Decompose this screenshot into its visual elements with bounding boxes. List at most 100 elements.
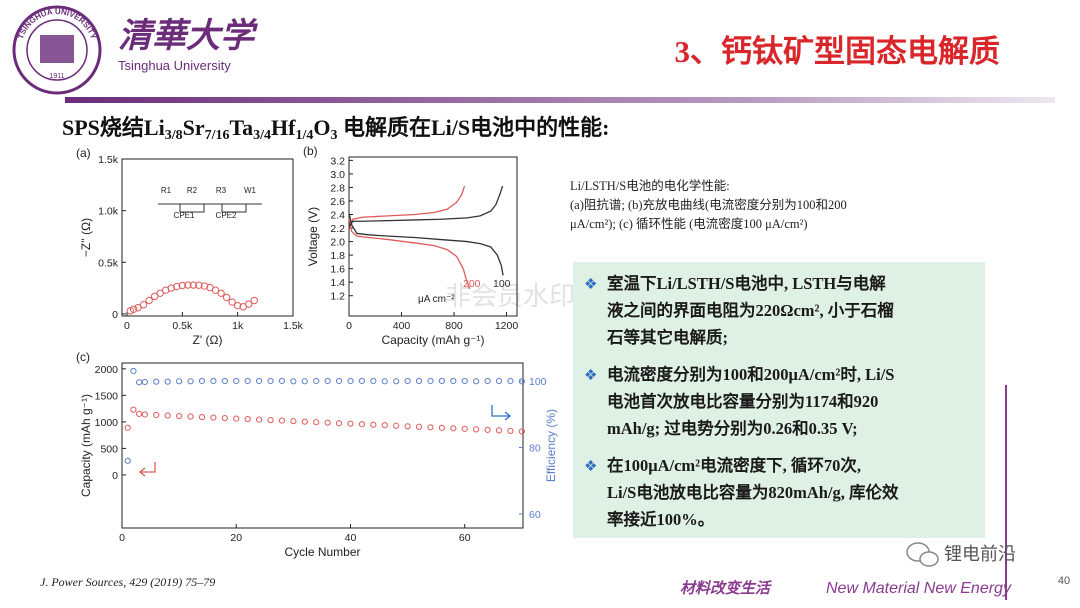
- y-tick-label: 1.8: [330, 250, 345, 262]
- university: Tsinghua University: [118, 58, 231, 73]
- bullet-icon: ❖: [584, 277, 597, 293]
- point: [347, 377, 354, 385]
- y-tick-label: 2.0: [330, 237, 345, 249]
- point: [189, 281, 198, 289]
- y-tick-label: 0: [112, 309, 118, 321]
- point: [217, 289, 225, 297]
- y2-axis-label: Efficiency (%): [544, 409, 558, 482]
- bullet-line: mAh/g; 过电势分别为0.26和0.35 V;: [607, 418, 858, 438]
- point: [210, 377, 217, 385]
- point: [164, 378, 171, 385]
- point: [381, 422, 388, 429]
- subtitle-part: Sr: [183, 115, 205, 140]
- point: [153, 378, 160, 385]
- circuit-label: CPE1: [174, 211, 195, 220]
- point: [228, 298, 236, 306]
- subscript: 7/16: [205, 128, 230, 143]
- point: [244, 415, 251, 423]
- point: [233, 301, 242, 310]
- point: [245, 300, 253, 308]
- bullet-line: 石等其它电解质;: [606, 327, 728, 347]
- x-axis-label: Cycle Number: [284, 545, 360, 559]
- caption-line: μA/cm²); (c) 循环性能 (电流密度100 μA/cm²): [570, 216, 808, 231]
- point: [198, 377, 206, 385]
- point: [290, 418, 297, 425]
- x-tick-label: 0.5k: [172, 320, 193, 332]
- circuit-label: R2: [187, 186, 198, 195]
- subtitle: SPS烧结Li3/8Sr7/16Ta3/4Hf1/4O3 电解质在Li/S电池中…: [62, 115, 609, 143]
- circuit-label: R3: [216, 186, 227, 195]
- subscript: 3/4: [253, 128, 271, 143]
- point: [129, 305, 138, 313]
- curve: [348, 185, 466, 229]
- panel-label: (b): [303, 144, 318, 158]
- source: 锂电前沿: [944, 544, 1016, 564]
- point: [187, 413, 194, 420]
- subtitle-part: SPS烧结Li: [62, 115, 165, 140]
- point: [221, 414, 228, 422]
- point: [130, 406, 137, 413]
- y-tick-label: 500: [100, 443, 118, 455]
- y-tick-label: 1.2: [330, 291, 345, 303]
- point: [153, 411, 160, 419]
- x-tick-label: 0: [119, 532, 125, 544]
- point: [290, 378, 297, 385]
- x-tick-label: 1200: [495, 320, 519, 332]
- y-axis-label: Voltage (V): [306, 207, 320, 266]
- point: [184, 281, 192, 289]
- y-tick-label: 1.6: [330, 264, 345, 276]
- arrow-right: [491, 405, 512, 421]
- subtitle-part: Hf: [271, 115, 296, 140]
- x-tick-label: 1k: [232, 320, 244, 332]
- y-tick-label: 1.4: [330, 277, 345, 289]
- point: [393, 422, 400, 429]
- circuit-label: R1: [161, 186, 172, 195]
- slogan-cn: 材料改变生活: [680, 579, 773, 597]
- x-axis-label: Capacity (mAh g⁻¹): [381, 333, 484, 347]
- y-axis-label: −Z'' (Ω): [79, 218, 93, 257]
- title-rule: [65, 97, 1055, 103]
- point: [507, 377, 514, 385]
- x-tick-label: 1.5k: [283, 320, 304, 332]
- bullet-icon: ❖: [584, 459, 597, 475]
- plot-frame: [348, 156, 518, 317]
- point: [126, 307, 135, 315]
- point: [347, 420, 354, 427]
- point: [301, 418, 308, 425]
- point: [250, 296, 258, 305]
- bullet-box: [573, 262, 985, 538]
- bullets: ❖ 室温下Li/LSTH/S电池中, LSTH与电解液之间的界面电阻为220Ωcm…: [584, 273, 899, 529]
- point: [335, 420, 343, 427]
- point: [404, 423, 411, 430]
- point: [518, 428, 525, 435]
- point: [484, 377, 491, 385]
- point: [233, 377, 240, 385]
- point: [244, 377, 251, 385]
- bullet-line: Li/S电池放电比容量为820mAh/g, 库伦效: [607, 482, 899, 502]
- point: [267, 417, 274, 424]
- y-tick-label: 1.0k: [98, 206, 119, 218]
- y-tick-label: 1000: [95, 417, 119, 429]
- point: [195, 281, 203, 289]
- point: [324, 419, 331, 426]
- y2-tick-label: 60: [529, 509, 541, 521]
- logo-year: 1911: [49, 73, 64, 80]
- point: [438, 377, 445, 385]
- point: [301, 378, 308, 385]
- subscript: 3/8: [165, 128, 183, 143]
- point: [461, 425, 468, 432]
- x-tick-label: 20: [230, 532, 242, 544]
- plot-frame: [121, 158, 294, 317]
- panel-label: (c): [76, 350, 90, 364]
- x-tick-label: 400: [393, 320, 411, 332]
- point: [145, 296, 153, 305]
- series-label: 200: [463, 278, 481, 290]
- point: [370, 421, 377, 428]
- point: [134, 304, 142, 312]
- point: [150, 292, 159, 301]
- subscript: 3: [331, 128, 338, 143]
- bullet-line: 在100μA/cm²电流密度下, 循环70次,: [607, 455, 861, 475]
- circuit-label: CPE2: [216, 211, 237, 220]
- point: [164, 412, 171, 419]
- arrow-left: [138, 462, 156, 477]
